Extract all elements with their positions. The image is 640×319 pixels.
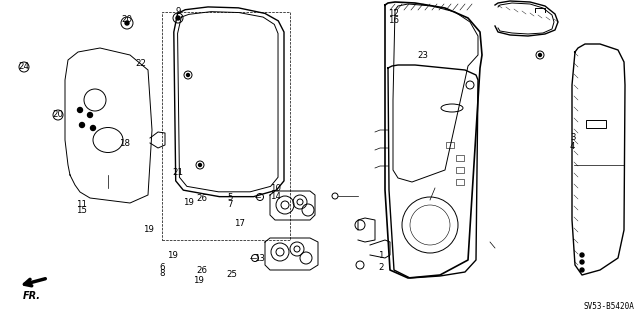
Circle shape xyxy=(176,16,180,20)
Text: 19: 19 xyxy=(184,198,194,207)
Bar xyxy=(162,12,290,240)
Bar xyxy=(456,155,464,161)
Circle shape xyxy=(580,253,584,257)
Text: FR.: FR. xyxy=(23,291,41,301)
Circle shape xyxy=(538,54,541,56)
Circle shape xyxy=(198,164,202,167)
Bar xyxy=(446,142,454,148)
Circle shape xyxy=(125,21,129,25)
Circle shape xyxy=(186,73,189,77)
Text: 6: 6 xyxy=(159,263,164,272)
Text: 24: 24 xyxy=(19,63,30,71)
Text: SV53-B5420A: SV53-B5420A xyxy=(583,302,634,311)
Text: 11: 11 xyxy=(76,200,88,209)
Circle shape xyxy=(580,268,584,272)
Text: 26: 26 xyxy=(196,266,207,275)
Text: 25: 25 xyxy=(226,271,237,279)
Circle shape xyxy=(77,108,83,113)
Text: 19: 19 xyxy=(193,276,204,285)
Text: 1: 1 xyxy=(378,251,383,260)
Text: 19: 19 xyxy=(168,251,178,260)
Circle shape xyxy=(88,113,93,117)
Circle shape xyxy=(580,260,584,264)
Text: 13: 13 xyxy=(253,254,265,263)
Text: 19: 19 xyxy=(143,225,154,234)
Text: 15: 15 xyxy=(76,206,88,215)
Text: 20: 20 xyxy=(52,110,63,119)
Text: 3: 3 xyxy=(570,133,575,142)
Text: 7: 7 xyxy=(228,200,233,209)
Text: 14: 14 xyxy=(269,192,281,201)
Text: 2: 2 xyxy=(378,263,383,272)
Text: 4: 4 xyxy=(570,142,575,151)
Bar xyxy=(456,167,464,173)
Text: 21: 21 xyxy=(172,168,184,177)
Text: 23: 23 xyxy=(417,51,428,60)
Text: 5: 5 xyxy=(228,193,233,202)
Text: 18: 18 xyxy=(119,139,131,148)
Text: 22: 22 xyxy=(135,59,147,68)
Bar xyxy=(456,179,464,185)
Text: 8: 8 xyxy=(159,269,164,278)
Text: 9: 9 xyxy=(175,7,180,16)
Bar xyxy=(586,120,606,128)
Text: 17: 17 xyxy=(234,219,246,228)
Circle shape xyxy=(79,122,84,128)
Text: 12: 12 xyxy=(388,9,399,18)
Text: 20: 20 xyxy=(121,15,132,24)
Text: 10: 10 xyxy=(269,184,281,193)
Circle shape xyxy=(90,125,95,130)
Text: 26: 26 xyxy=(196,194,207,203)
Text: 16: 16 xyxy=(388,16,399,25)
